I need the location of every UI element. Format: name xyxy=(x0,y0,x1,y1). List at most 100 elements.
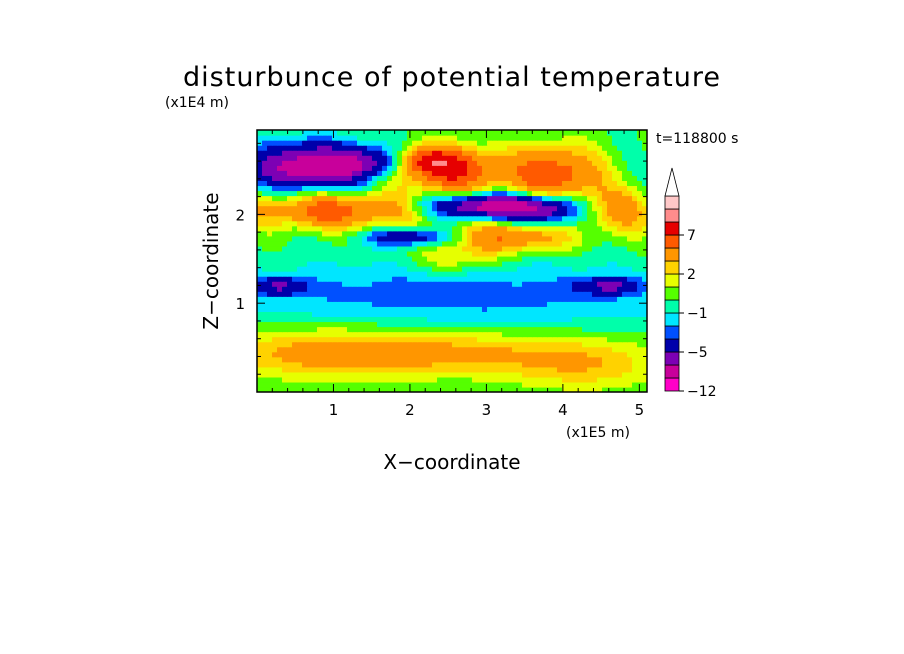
heatmap-cell xyxy=(317,376,323,383)
heatmap-cell xyxy=(362,245,368,252)
heatmap-cell xyxy=(437,155,443,161)
heatmap-cell xyxy=(537,130,543,136)
heatmap-cell xyxy=(382,366,388,373)
heatmap-cell xyxy=(452,331,458,338)
heatmap-cell xyxy=(502,271,508,277)
heatmap-cell xyxy=(597,291,603,297)
heatmap-cell xyxy=(402,341,408,348)
heatmap-cell xyxy=(297,175,303,181)
heatmap-cell xyxy=(477,155,483,161)
heatmap-cell xyxy=(437,135,443,141)
heatmap-cell xyxy=(537,145,543,151)
heatmap-cell xyxy=(467,130,473,136)
heatmap-cell xyxy=(417,376,423,383)
heatmap-cell xyxy=(567,381,573,388)
heatmap-cell xyxy=(637,341,643,348)
heatmap-cell xyxy=(472,261,478,267)
heatmap-cell xyxy=(642,245,647,252)
heatmap-cell xyxy=(332,361,338,368)
heatmap-cell xyxy=(517,220,523,227)
heatmap-cell xyxy=(637,276,643,282)
heatmap-cell xyxy=(477,240,483,247)
heatmap-cell xyxy=(552,140,558,146)
heatmap-cell xyxy=(462,386,468,392)
heatmap-cell xyxy=(382,351,388,358)
heatmap-cell xyxy=(277,240,283,247)
heatmap-cell xyxy=(272,366,278,373)
heatmap-cell xyxy=(572,155,578,161)
heatmap-cell xyxy=(482,200,488,207)
heatmap-cell xyxy=(612,215,618,222)
heatmap-cell xyxy=(477,245,483,252)
heatmap-cell xyxy=(507,170,513,176)
heatmap-cell xyxy=(312,286,318,292)
heatmap-cell xyxy=(282,316,288,323)
heatmap-cell xyxy=(512,351,518,358)
heatmap-cell xyxy=(592,301,598,307)
heatmap-cell xyxy=(422,230,428,237)
heatmap-cell xyxy=(532,150,538,156)
heatmap-cell xyxy=(532,210,538,217)
heatmap-cell xyxy=(337,240,343,247)
heatmap-cell xyxy=(437,311,443,318)
heatmap-cell xyxy=(632,145,638,151)
heatmap-cell xyxy=(462,376,468,383)
heatmap-cell xyxy=(597,261,603,267)
heatmap-cell xyxy=(442,386,448,392)
heatmap-cell xyxy=(282,321,288,328)
heatmap-cell xyxy=(307,200,313,207)
heatmap-cell xyxy=(637,210,643,217)
heatmap-cell xyxy=(277,175,283,181)
heatmap-cell xyxy=(507,266,513,272)
heatmap-cell xyxy=(582,291,588,297)
heatmap-cell xyxy=(447,306,453,312)
heatmap-cell xyxy=(302,336,308,343)
heatmap-cell xyxy=(357,366,363,373)
heatmap-cell xyxy=(632,351,638,358)
heatmap-cell xyxy=(602,291,608,297)
heatmap-cell xyxy=(257,336,263,343)
heatmap-cell xyxy=(272,215,278,222)
heatmap-cell xyxy=(317,225,323,232)
heatmap-cell xyxy=(412,220,418,227)
heatmap-cell xyxy=(587,336,593,343)
heatmap-cell xyxy=(592,185,598,192)
heatmap-cell xyxy=(307,210,313,217)
heatmap-cell xyxy=(307,215,313,222)
heatmap-cell xyxy=(292,281,298,287)
heatmap-cell xyxy=(562,381,568,388)
heatmap-cell xyxy=(577,291,583,297)
heatmap-cell xyxy=(427,225,433,232)
heatmap-cell xyxy=(462,170,468,176)
heatmap-cell xyxy=(302,245,308,252)
heatmap-cell xyxy=(552,316,558,323)
heatmap-cell xyxy=(637,316,643,323)
heatmap-cell xyxy=(602,381,608,388)
heatmap-cell xyxy=(442,230,448,237)
heatmap-cell xyxy=(337,145,343,151)
heatmap-cell xyxy=(627,180,633,187)
heatmap-cell xyxy=(432,336,438,343)
heatmap-cell xyxy=(412,356,418,363)
heatmap-cell xyxy=(642,336,647,343)
heatmap-cell xyxy=(382,160,388,166)
heatmap-cell xyxy=(337,155,343,161)
heatmap-cell xyxy=(287,160,293,166)
heatmap-cell xyxy=(552,266,558,272)
heatmap-cell xyxy=(417,351,423,358)
heatmap-cell xyxy=(292,311,298,318)
heatmap-cell xyxy=(352,210,358,217)
heatmap-cell xyxy=(547,165,553,171)
heatmap-cell xyxy=(592,291,598,297)
heatmap-cell xyxy=(552,215,558,222)
heatmap-cell xyxy=(397,235,403,242)
heatmap-cell xyxy=(327,341,333,348)
heatmap-cell xyxy=(292,371,298,378)
heatmap-cell xyxy=(332,135,338,141)
heatmap-cell xyxy=(567,140,573,146)
heatmap-cell xyxy=(427,170,433,176)
heatmap-cell xyxy=(517,326,523,333)
heatmap-cell xyxy=(442,301,448,307)
heatmap-cell xyxy=(622,220,628,227)
heatmap-cell xyxy=(432,316,438,323)
